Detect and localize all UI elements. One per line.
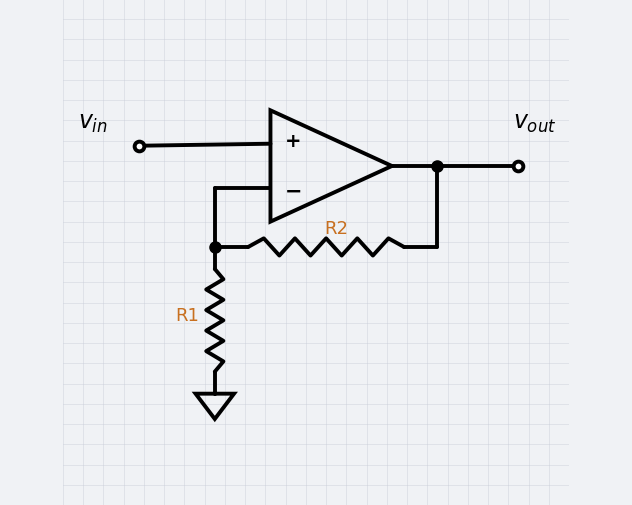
Text: R2: R2	[324, 219, 348, 237]
Text: −: −	[284, 182, 302, 201]
Text: $v_{out}$: $v_{out}$	[513, 112, 557, 135]
Text: $v_{in}$: $v_{in}$	[78, 112, 108, 135]
Text: +: +	[285, 132, 301, 151]
Text: R1: R1	[175, 307, 199, 325]
